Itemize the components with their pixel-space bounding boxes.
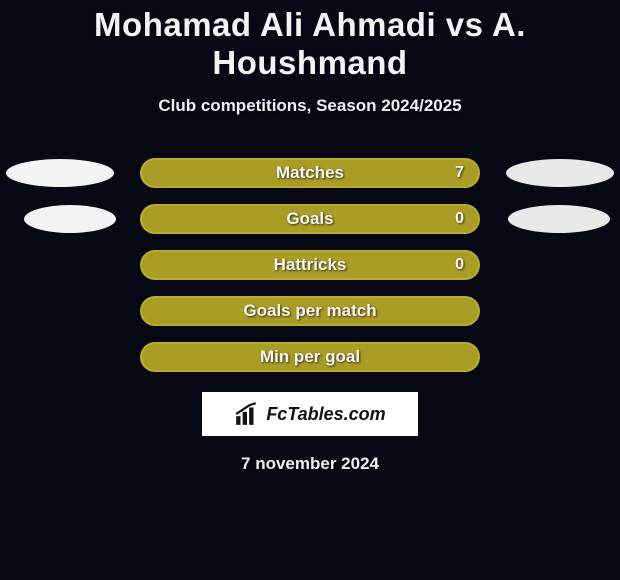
stat-label: Goals per match bbox=[142, 301, 478, 321]
logo-box: FcTables.com bbox=[202, 392, 418, 436]
page-title: Mohamad Ali Ahmadi vs A. Houshmand bbox=[0, 0, 620, 82]
player-right-ellipse bbox=[508, 205, 610, 233]
stat-label: Hattricks bbox=[142, 255, 478, 275]
stat-label: Min per goal bbox=[142, 347, 478, 367]
stat-bar: Goals per match bbox=[140, 296, 480, 326]
stat-value: 7 bbox=[455, 164, 464, 182]
player-left-ellipse bbox=[6, 159, 114, 187]
stat-bar: Goals0 bbox=[140, 204, 480, 234]
date-text: 7 november 2024 bbox=[0, 454, 620, 474]
stat-label: Matches bbox=[142, 163, 478, 183]
stat-label: Goals bbox=[142, 209, 478, 229]
stat-row: Goals0 bbox=[0, 204, 620, 234]
stat-row: Min per goal bbox=[0, 342, 620, 372]
stat-bar: Matches7 bbox=[140, 158, 480, 188]
bars-icon bbox=[234, 401, 260, 427]
stat-value: 0 bbox=[455, 210, 464, 228]
stat-row: Matches7 bbox=[0, 158, 620, 188]
stat-bar: Hattricks0 bbox=[140, 250, 480, 280]
stat-row: Hattricks0 bbox=[0, 250, 620, 280]
subtitle: Club competitions, Season 2024/2025 bbox=[0, 96, 620, 116]
stat-bar: Min per goal bbox=[140, 342, 480, 372]
player-right-ellipse bbox=[506, 159, 614, 187]
player-left-ellipse bbox=[24, 205, 116, 233]
stat-rows: Matches7Goals0Hattricks0Goals per matchM… bbox=[0, 158, 620, 372]
comparison-infographic: Mohamad Ali Ahmadi vs A. Houshmand Club … bbox=[0, 0, 620, 580]
stat-value: 0 bbox=[455, 256, 464, 274]
stat-row: Goals per match bbox=[0, 296, 620, 326]
logo-text: FcTables.com bbox=[266, 404, 385, 425]
